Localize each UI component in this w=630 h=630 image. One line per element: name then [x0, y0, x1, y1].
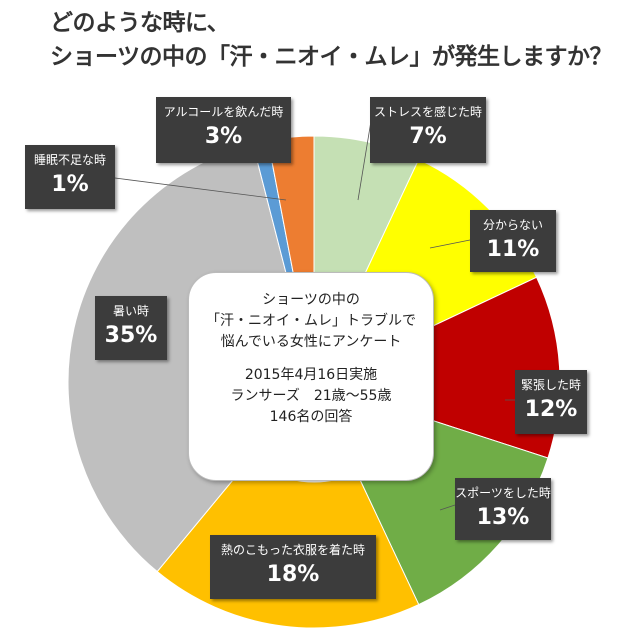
data-label-value: 13% [476, 505, 530, 530]
data-label: ストレスを感じた時 7% [370, 97, 486, 163]
data-label: 暑い時 35% [95, 296, 167, 360]
data-label-category: スポーツをした時 [455, 486, 551, 500]
data-label-value: 1% [51, 172, 89, 197]
data-label: スポーツをした時 13% [455, 478, 551, 540]
leader-line [439, 504, 456, 511]
data-label-category: 緊張した時 [520, 378, 581, 392]
data-label: 睡眠不足な時 1% [25, 145, 115, 209]
data-label-category: 暑い時 [112, 304, 149, 318]
info-line: ランサーズ 21歳～55歳 [230, 388, 392, 404]
info-line: 2015年4月16日実施 [244, 367, 378, 383]
data-label-value: 35% [104, 323, 158, 348]
data-label-category: 分からない [482, 218, 543, 232]
chart-title: どのような時に、 ショーツの中の「汗・ニオイ・ムレ」が発生しますか？ [50, 6, 613, 74]
title-line-2: ショーツの中の「汗・ニオイ・ムレ」が発生しますか？ [50, 44, 613, 70]
data-label-category: 睡眠不足な時 [33, 153, 106, 167]
data-label: アルコールを飲んだ時 3% [156, 97, 291, 163]
data-label-value: 12% [524, 397, 578, 422]
leader-line [429, 239, 471, 249]
leader-line [357, 114, 373, 201]
leader-line [114, 177, 287, 201]
survey-info-box: ショーツの中の 「汗・ニオイ・ムレ」トラブルで 悩んでいる女性にアンケート 20… [188, 272, 434, 481]
data-label-category: アルコールを飲んだ時 [163, 105, 284, 119]
info-line: 146名の回答 [269, 409, 353, 425]
data-label-category: ストレスを感じた時 [373, 105, 482, 119]
info-line: 悩んでいる女性にアンケート [220, 334, 402, 350]
info-line: 「汗・ニオイ・ムレ」トラブルで [206, 313, 416, 329]
data-label-value: 3% [204, 124, 243, 149]
data-label-category: 熱のこもった衣服を着た時 [220, 543, 365, 557]
data-label-value: 18% [266, 562, 320, 587]
data-label: 熱のこもった衣服を着た時 18% [210, 535, 376, 599]
data-label: 分からない 11% [470, 210, 556, 272]
data-label-value: 11% [486, 237, 540, 262]
title-line-1: どのような時に、 [50, 10, 230, 36]
info-line: ショーツの中の [262, 292, 360, 308]
data-label: 緊張した時 12% [515, 370, 587, 434]
data-label-value: 7% [409, 124, 447, 149]
